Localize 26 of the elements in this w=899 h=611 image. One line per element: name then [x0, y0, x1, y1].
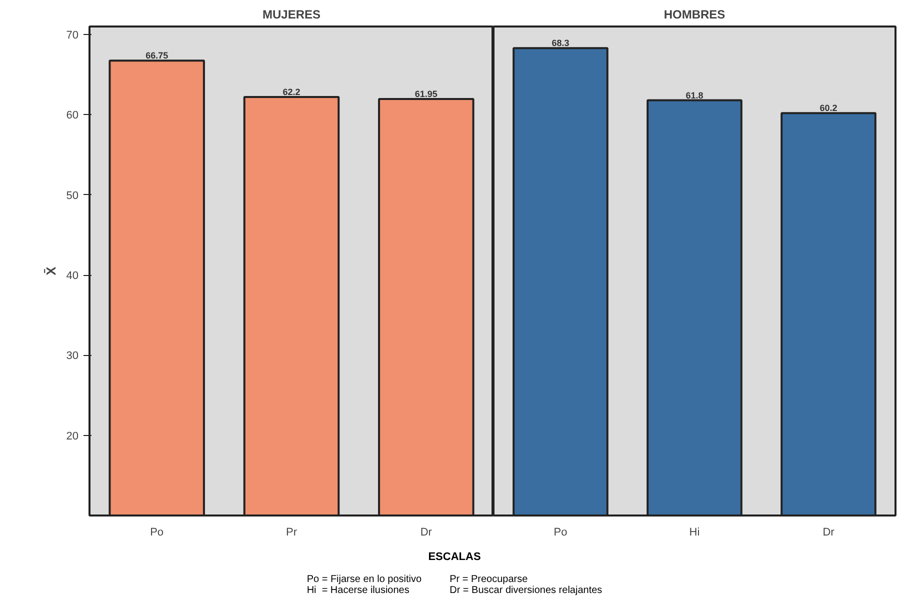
- text: Dr = Buscar diversiones relajantes: [450, 584, 602, 596]
- x-axis-title: ESCALAS: [427, 550, 482, 565]
- x-tick-label: Dr: [822, 526, 835, 538]
- y-tick-label: 20: [66, 430, 79, 442]
- y-tick-label: 50: [66, 190, 79, 202]
- data-label: 60.2: [820, 103, 838, 114]
- text: Pr = Preocuparse: [450, 574, 529, 585]
- y-tick-label: 30: [66, 350, 79, 362]
- data-label: 62.2: [282, 87, 300, 98]
- x-tick-label: Hi: [689, 526, 700, 538]
- y-axis-title: X̄: [43, 266, 58, 276]
- x-tick-label: Po: [150, 526, 164, 538]
- data-label: 68.3: [552, 38, 570, 48]
- data-label: 61.95: [414, 89, 438, 100]
- x-tick-label: Dr: [420, 526, 432, 538]
- data-label: 61.8: [686, 90, 704, 100]
- text: Hi = Hacerse ilusiones: [306, 584, 410, 596]
- y-tick-label: 40: [66, 270, 79, 282]
- chart-title: HOMBRES: [664, 8, 726, 22]
- y-tick-label: 60: [66, 110, 79, 122]
- text: Po = Fijarse en lo positivo: [306, 574, 422, 585]
- y-tick-label: 70: [66, 30, 79, 42]
- chart-title: MUJERES: [262, 8, 321, 22]
- data-label: 66.75: [146, 50, 168, 61]
- x-tick-label: Pr: [286, 526, 298, 538]
- x-tick-label: Po: [554, 526, 568, 538]
